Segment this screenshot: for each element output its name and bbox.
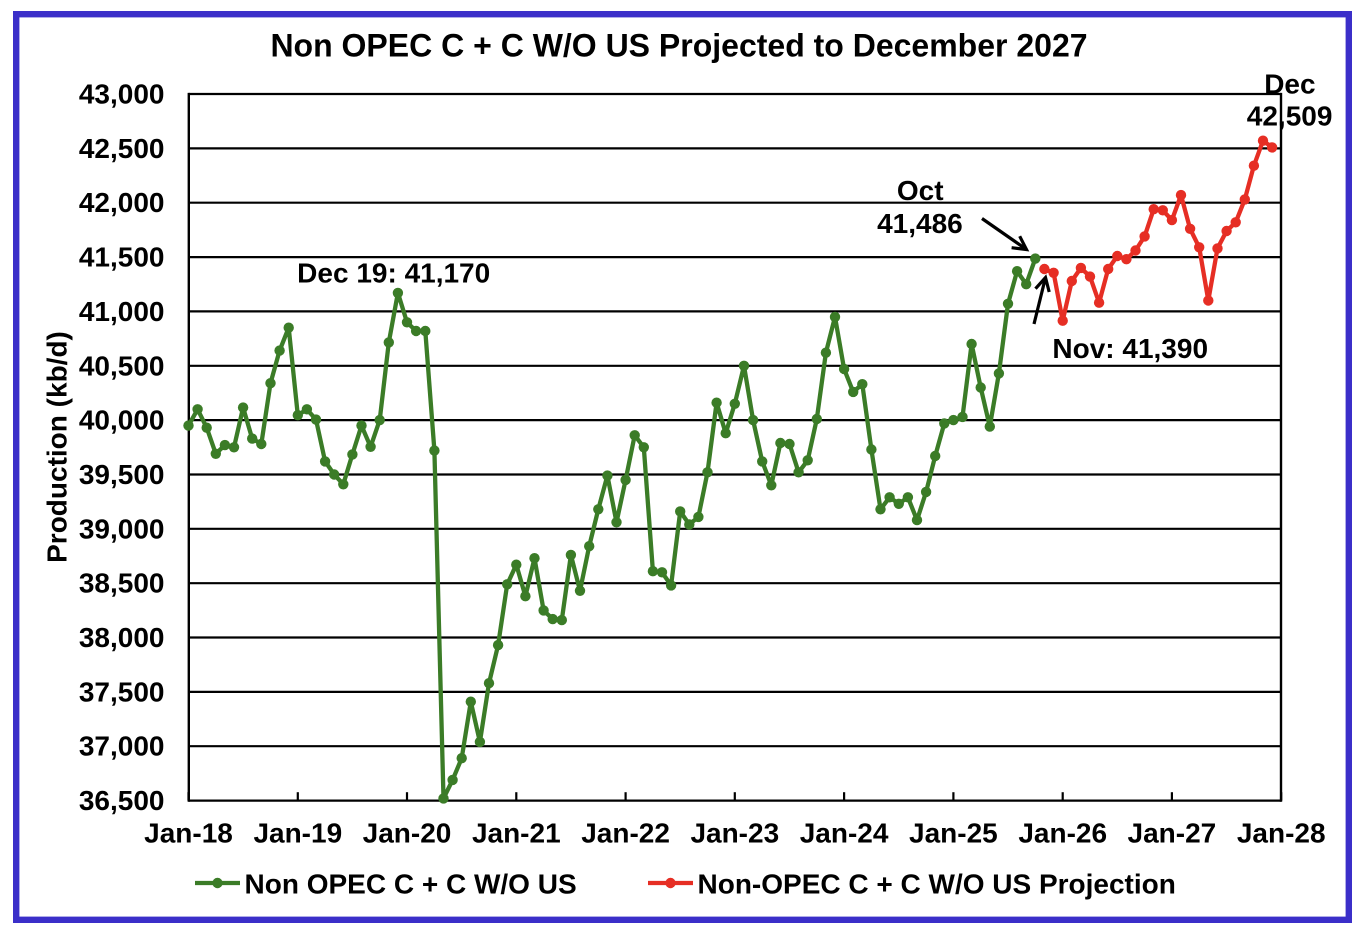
svg-text:43,000: 43,000 [79,79,165,110]
svg-text:Non OPEC C + C W/O US: Non OPEC C + C W/O US [245,868,577,899]
svg-text:40,500: 40,500 [79,350,165,381]
svg-text:Jan-19: Jan-19 [253,818,342,849]
svg-text:Jan-26: Jan-26 [1018,818,1107,849]
svg-text:Jan-25: Jan-25 [909,818,998,849]
svg-text:42,509: 42,509 [1247,100,1333,131]
svg-text:38,000: 38,000 [79,622,165,653]
svg-text:Jan-18: Jan-18 [144,818,233,849]
svg-text:41,486: 41,486 [877,208,963,239]
svg-text:39,000: 39,000 [79,513,165,544]
svg-text:37,000: 37,000 [79,731,165,762]
svg-text:41,500: 41,500 [79,242,165,273]
svg-text:Jan-27: Jan-27 [1128,818,1217,849]
svg-text:Non-OPEC C + C W/O US Projecti: Non-OPEC C + C W/O US Projection [698,868,1176,899]
svg-text:42,500: 42,500 [79,133,165,164]
svg-text:42,000: 42,000 [79,187,165,218]
svg-text:Jan-28: Jan-28 [1237,818,1326,849]
svg-text:38,500: 38,500 [79,568,165,599]
svg-text:36,500: 36,500 [79,785,165,816]
svg-text:41,000: 41,000 [79,296,165,327]
svg-text:Jan-21: Jan-21 [472,818,561,849]
svg-text:Non OPEC C + C W/O US Projecte: Non OPEC C + C W/O US Projected to Decem… [270,28,1087,64]
svg-text:Dec: Dec [1264,68,1315,99]
svg-text:Jan-22: Jan-22 [581,818,670,849]
svg-text:Jan-24: Jan-24 [800,818,889,849]
svg-text:39,500: 39,500 [79,459,165,490]
svg-text:40,000: 40,000 [79,405,165,436]
svg-text:Oct: Oct [897,175,944,206]
svg-text:Nov: 41,390: Nov: 41,390 [1052,333,1208,364]
svg-text:Production (kb/d): Production (kb/d) [42,331,73,563]
svg-text:Jan-23: Jan-23 [690,818,779,849]
svg-text:Dec 19: 41,170: Dec 19: 41,170 [297,258,490,289]
svg-text:37,500: 37,500 [79,676,165,707]
svg-text:Jan-20: Jan-20 [363,818,452,849]
